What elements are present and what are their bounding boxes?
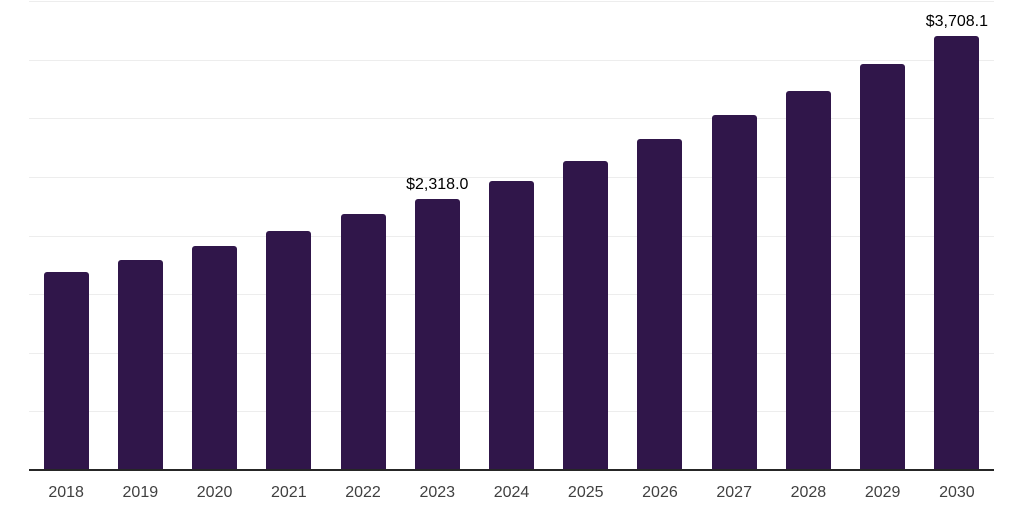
bar-2020[interactable]	[192, 245, 238, 471]
data-label-2023: $2,318.0	[406, 175, 469, 193]
x-tick-2021: 2021	[271, 484, 307, 501]
x-tick-2018: 2018	[48, 484, 84, 501]
bar-2027[interactable]	[711, 115, 757, 471]
x-tick-2020: 2020	[196, 484, 233, 501]
gridline	[29, 1, 994, 2]
bar-2029[interactable]	[860, 63, 906, 471]
x-tick-2027: 2027	[716, 484, 752, 501]
x-tick-2025: 2025	[567, 484, 604, 501]
x-tick-2023: 2023	[419, 484, 456, 501]
bar-2030[interactable]	[934, 35, 980, 471]
x-tick-2028: 2028	[790, 484, 827, 501]
bar-2023[interactable]	[414, 198, 460, 471]
bar-2021[interactable]	[266, 230, 312, 471]
gridline	[29, 176, 994, 178]
bar-2025[interactable]	[563, 160, 609, 471]
gridline	[29, 118, 994, 120]
x-tick-2024: 2024	[493, 484, 530, 501]
x-tick-2026: 2026	[642, 484, 678, 501]
bar-2019[interactable]	[117, 259, 163, 471]
x-axis-line	[29, 469, 994, 471]
bar-2022[interactable]	[340, 214, 386, 471]
x-tick-2030: 2030	[939, 484, 975, 501]
x-tick-2022: 2022	[345, 484, 381, 501]
bar-2024[interactable]	[489, 180, 534, 471]
x-tick-2029: 2029	[864, 484, 901, 501]
gridline	[29, 59, 994, 61]
bar-2028[interactable]	[785, 90, 831, 471]
bar-2026[interactable]	[637, 139, 683, 471]
data-label-2030: $3,708.1	[925, 12, 989, 30]
bar-2018[interactable]	[43, 271, 89, 471]
x-tick-2019: 2019	[122, 484, 159, 501]
